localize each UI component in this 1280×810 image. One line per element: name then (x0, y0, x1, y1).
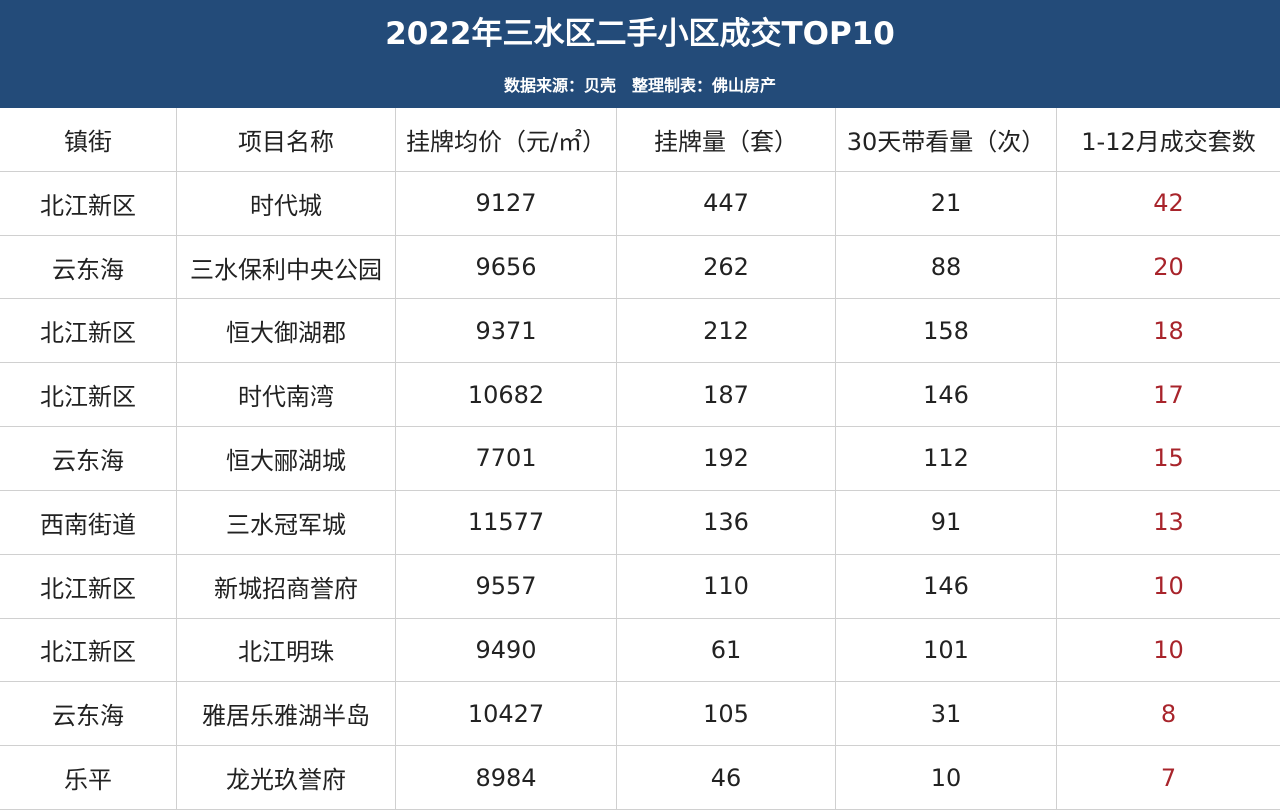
table-cell: 110 (617, 554, 836, 619)
table-cell: 20 (1057, 236, 1280, 300)
column-header: 30天带看量（次） (836, 108, 1057, 172)
title: 2022年三水区二手小区成交TOP10 (385, 16, 895, 52)
table-cell: 42 (1057, 172, 1280, 236)
table-cell: 7701 (396, 427, 617, 491)
table-cell: 17 (1057, 363, 1280, 428)
table-cell: 136 (617, 490, 836, 555)
table-cell: 雅居乐雅湖半岛 (177, 682, 396, 747)
table-cell: 恒大郦湖城 (177, 427, 396, 491)
table-cell: 10 (836, 746, 1057, 810)
table-cell: 时代城 (177, 171, 396, 236)
table-cell: 101 (836, 618, 1057, 683)
table-cell: 北江明珠 (177, 618, 396, 683)
table-cell: 31 (836, 682, 1057, 747)
table-cell: 46 (617, 746, 836, 810)
table-cell: 88 (836, 235, 1057, 300)
table-cell: 9557 (396, 554, 617, 619)
table-cell: 8 (1057, 682, 1280, 747)
table-cell: 10682 (396, 363, 617, 428)
table-cell: 158 (836, 299, 1057, 364)
table-cell: 时代南湾 (177, 363, 396, 428)
table-cell: 447 (617, 171, 836, 236)
table-cell: 北江新区 (0, 363, 177, 428)
table-cell: 西南街道 (0, 490, 177, 555)
table-cell: 云东海 (0, 235, 177, 300)
table-cell: 7 (1057, 746, 1280, 810)
header-banner: 2022年三水区二手小区成交TOP10 数据来源：贝壳 整理制表：佛山房产 (0, 0, 1280, 108)
table-cell: 北江新区 (0, 299, 177, 364)
table-cell: 61 (617, 618, 836, 683)
table-cell: 北江新区 (0, 554, 177, 619)
table-cell: 三水保利中央公园 (177, 235, 396, 300)
table-cell: 三水冠军城 (177, 490, 396, 555)
table-cell: 10 (1057, 555, 1280, 619)
column-header: 挂牌量（套） (617, 108, 836, 172)
column-header: 镇街 (0, 108, 177, 172)
table-cell: 龙光玖誉府 (177, 746, 396, 810)
table: 镇街 项目名称 挂牌均价（元/㎡） 挂牌量（套） 30天带看量（次） 1-12月成交套数北… (0, 108, 1280, 810)
table-cell: 112 (836, 427, 1057, 491)
table-cell: 192 (617, 427, 836, 491)
table-cell: 21 (836, 171, 1057, 236)
table-cell: 146 (836, 363, 1057, 428)
table-cell: 9127 (396, 171, 617, 236)
table-cell: 187 (617, 363, 836, 428)
column-header: 项目名称 (177, 108, 396, 172)
table-cell: 91 (836, 490, 1057, 555)
table-cell: 10427 (396, 682, 617, 747)
table-cell: 9371 (396, 299, 617, 364)
column-header: 1-12月成交套数 (1057, 108, 1280, 172)
table-cell: 9656 (396, 235, 617, 300)
table-cell: 10 (1057, 619, 1280, 683)
table-cell: 9490 (396, 618, 617, 683)
table-cell: 云东海 (0, 682, 177, 747)
table-cell: 新城招商誉府 (177, 554, 396, 619)
table-cell: 云东海 (0, 427, 177, 491)
table-cell: 262 (617, 235, 836, 300)
table-cell: 18 (1057, 299, 1280, 364)
table-cell: 11577 (396, 490, 617, 555)
table-cell: 15 (1057, 427, 1280, 491)
table-cell: 北江新区 (0, 171, 177, 236)
table-cell: 8984 (396, 746, 617, 810)
table-cell: 北江新区 (0, 618, 177, 683)
table-cell: 146 (836, 554, 1057, 619)
table-cell: 13 (1057, 491, 1280, 555)
column-header: 挂牌均价（元/㎡） (396, 108, 617, 172)
table-cell: 105 (617, 682, 836, 747)
table-cell: 乐平 (0, 746, 177, 810)
table-cell: 恒大御湖郡 (177, 299, 396, 364)
table-cell: 212 (617, 299, 836, 364)
subtitle: 数据来源：贝壳 整理制表：佛山房产 (503, 76, 776, 95)
